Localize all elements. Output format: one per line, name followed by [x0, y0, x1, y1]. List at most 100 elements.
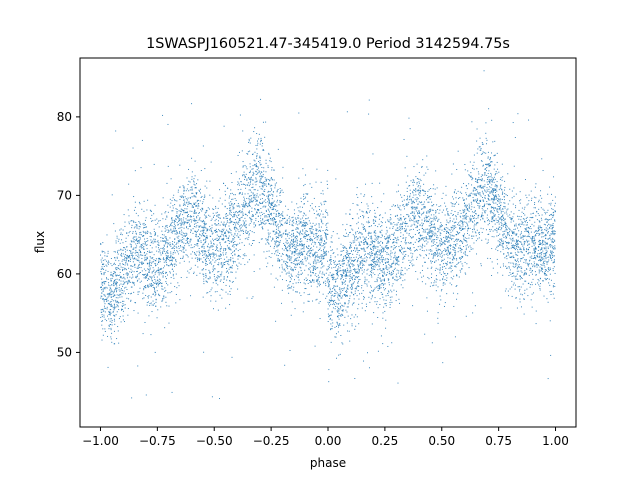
data-point: [287, 288, 289, 290]
data-point: [269, 206, 271, 208]
data-point: [327, 286, 329, 288]
data-point: [406, 190, 408, 192]
data-point: [316, 267, 318, 269]
data-point: [150, 302, 152, 304]
data-point: [151, 311, 153, 313]
data-point: [351, 276, 353, 278]
data-point: [110, 323, 112, 325]
data-point: [186, 227, 187, 229]
data-point: [491, 177, 493, 179]
data-point: [316, 230, 318, 232]
data-point: [442, 276, 444, 278]
data-point: [263, 167, 265, 169]
data-point: [273, 231, 275, 233]
data-point: [507, 252, 509, 254]
data-point: [295, 239, 297, 241]
data-point: [148, 252, 150, 254]
data-point: [552, 238, 554, 240]
data-point: [400, 219, 402, 221]
data-point: [427, 276, 429, 278]
data-point: [343, 250, 345, 252]
data-point: [392, 276, 394, 278]
data-point: [151, 262, 153, 264]
data-point: [196, 236, 198, 238]
data-point: [500, 251, 502, 253]
data-point: [188, 219, 190, 221]
data-point: [170, 256, 172, 258]
data-point: [126, 263, 128, 265]
data-point: [516, 240, 518, 242]
data-point: [179, 218, 181, 220]
data-point: [520, 286, 522, 288]
data-point: [368, 211, 370, 213]
data-point: [224, 235, 226, 237]
data-point: [276, 254, 278, 256]
data-point: [182, 222, 184, 224]
data-point: [259, 171, 261, 173]
data-point: [534, 203, 536, 205]
data-point: [209, 262, 211, 264]
data-point: [531, 281, 533, 283]
data-point: [113, 280, 115, 282]
data-point: [110, 303, 112, 305]
data-point: [369, 225, 371, 227]
data-point: [496, 185, 498, 187]
data-point: [419, 240, 421, 242]
data-point: [130, 268, 132, 270]
data-point: [340, 254, 342, 256]
data-point: [546, 261, 548, 263]
data-point: [261, 182, 263, 184]
data-point: [492, 226, 494, 228]
data-point: [215, 218, 217, 220]
data-point: [488, 188, 490, 190]
data-point: [201, 246, 203, 248]
data-point: [375, 263, 377, 265]
data-point: [204, 217, 206, 219]
data-point: [170, 262, 172, 264]
data-point: [276, 190, 278, 192]
data-point: [518, 224, 520, 226]
data-point: [356, 271, 358, 273]
data-point: [248, 234, 250, 236]
data-point: [242, 254, 244, 256]
data-point: [133, 271, 135, 273]
data-point: [113, 318, 115, 320]
data-point: [307, 238, 309, 240]
data-point: [158, 269, 160, 271]
data-point: [196, 251, 198, 253]
data-point: [330, 314, 332, 316]
data-point: [235, 219, 237, 221]
data-point: [368, 264, 370, 266]
data-point: [396, 215, 398, 217]
data-point: [466, 222, 468, 224]
data-point: [203, 239, 205, 241]
data-point: [284, 217, 286, 219]
data-point: [196, 205, 198, 207]
data-point: [253, 189, 255, 191]
data-point: [291, 285, 293, 287]
data-point: [285, 245, 287, 247]
data-point: [524, 289, 526, 291]
data-point: [461, 263, 463, 265]
data-point: [453, 235, 455, 237]
data-point: [265, 215, 267, 217]
data-point: [160, 240, 162, 242]
data-point: [544, 256, 546, 258]
data-point: [285, 241, 287, 243]
data-point: [489, 192, 491, 194]
data-point: [507, 208, 509, 210]
data-point: [349, 297, 351, 299]
data-point: [503, 199, 505, 201]
data-point: [335, 272, 337, 274]
data-point: [225, 291, 227, 293]
data-point: [286, 240, 288, 241]
data-point: [294, 279, 295, 281]
data-point: [511, 190, 513, 192]
data-point: [432, 226, 434, 228]
data-point: [189, 210, 191, 212]
data-point: [253, 254, 255, 256]
data-point: [419, 254, 421, 256]
data-point: [528, 119, 530, 121]
data-point: [468, 234, 470, 236]
data-point: [145, 394, 147, 396]
